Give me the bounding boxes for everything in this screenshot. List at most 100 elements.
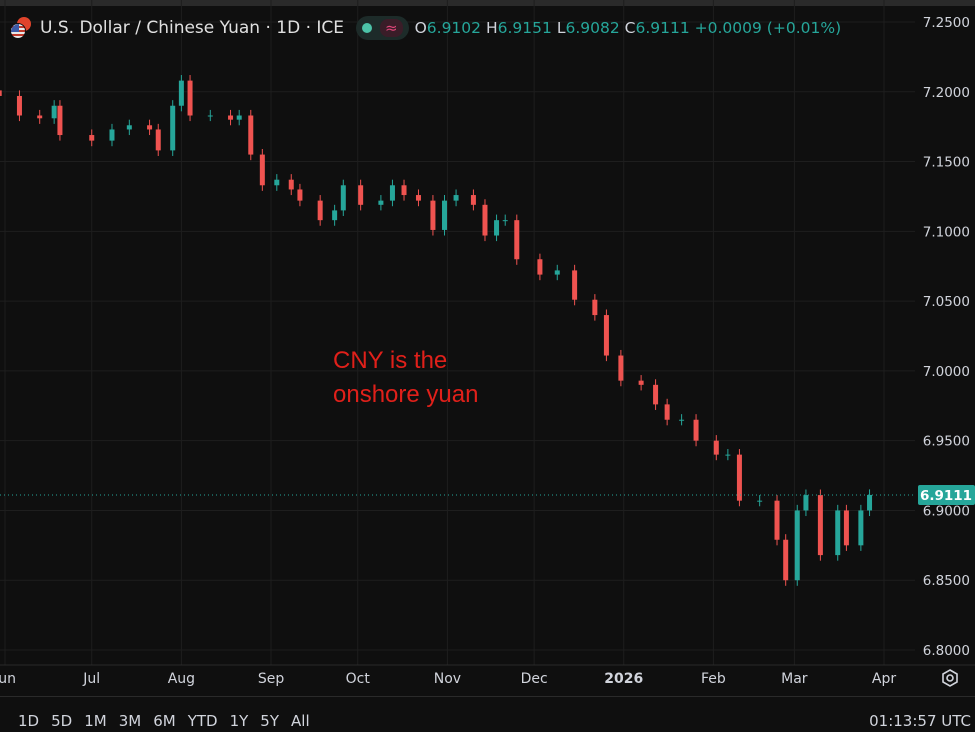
candle-body	[147, 125, 153, 130]
close-label: C	[624, 19, 636, 37]
candle-body	[693, 419, 699, 441]
last-price-label: 6.9111	[920, 488, 972, 504]
candle-body	[415, 195, 421, 201]
range-1m[interactable]: 1M	[84, 712, 107, 730]
candle-body	[843, 510, 849, 546]
candle-body	[378, 200, 384, 205]
candle-body	[736, 454, 742, 501]
candle-body	[358, 185, 364, 205]
close-value: 6.9111	[635, 19, 690, 37]
candle-body	[867, 494, 873, 511]
y-tick-label: 6.9500	[923, 434, 970, 450]
candle-body	[783, 539, 789, 581]
candle-body	[16, 95, 22, 116]
y-tick-label: 7.0000	[923, 364, 970, 380]
open-value: 6.9102	[426, 19, 482, 37]
range-selector: 1D 5D 1M 3M 6M YTD 1Y 5Y All	[18, 712, 310, 730]
candle-body	[442, 200, 447, 230]
settings-gear-icon[interactable]	[940, 668, 960, 688]
candle-body	[757, 500, 763, 502]
change-value: +0.0009 (+0.01%)	[694, 19, 842, 37]
utc-clock[interactable]: 01:13:57 UTC	[869, 712, 971, 730]
y-tick-label: 6.9000	[923, 503, 970, 519]
range-5y[interactable]: 5Y	[260, 712, 280, 730]
candle-body	[401, 185, 407, 196]
candle-body	[603, 315, 609, 356]
range-1d[interactable]: 1D	[18, 712, 40, 730]
annotation-line-1: CNY is the	[333, 347, 448, 374]
y-tick-label: 7.1500	[923, 155, 970, 171]
y-tick-label: 6.8500	[923, 573, 970, 589]
range-5d[interactable]: 5D	[51, 712, 73, 730]
high-value: 6.9151	[497, 19, 552, 37]
candle-body	[725, 454, 731, 456]
candle-body	[297, 189, 303, 201]
divider	[0, 696, 975, 697]
status-pill[interactable]: ≈	[356, 16, 409, 40]
y-tick-label: 6.8000	[923, 643, 970, 659]
open-label: O	[414, 19, 427, 37]
candle-body	[178, 80, 184, 106]
candle-body	[482, 204, 488, 236]
range-6m[interactable]: 6M	[153, 712, 176, 730]
x-tick-label: Mar	[781, 671, 808, 687]
candle-body	[37, 115, 43, 119]
high-label: H	[485, 19, 498, 37]
x-tick-label: Jun	[0, 671, 16, 687]
candle-body	[259, 154, 265, 186]
low-value: 6.9082	[565, 19, 620, 37]
candle-body	[653, 384, 659, 405]
candle-body	[187, 80, 193, 116]
price-chart[interactable]: 7.2500 7.2000 7.1500 7.1000 7.0500 7.0000 6.95…	[0, 0, 975, 700]
candle-body	[228, 115, 234, 120]
symbol-title[interactable]: U.S. Dollar / Chinese Yuan · 1D · ICE	[40, 18, 344, 38]
candle-body	[389, 185, 395, 201]
us-cn-flag-icon	[8, 17, 34, 39]
candle-body	[817, 495, 823, 556]
candle-body	[794, 510, 800, 581]
candle-body	[572, 270, 578, 300]
candle-body	[126, 125, 132, 130]
candle-body	[430, 200, 436, 230]
candle-body	[470, 195, 476, 205]
candle-body	[57, 105, 63, 136]
x-tick-label: Dec	[521, 671, 548, 687]
candle-body	[713, 440, 719, 455]
candle-body	[803, 495, 809, 511]
range-3m[interactable]: 3M	[118, 712, 142, 730]
low-label: L	[556, 19, 566, 37]
candle-body	[664, 404, 670, 420]
y-tick-label: 7.0500	[923, 294, 970, 310]
x-tick-label: Sep	[258, 671, 285, 687]
top-strip	[0, 0, 975, 6]
candle-body	[835, 510, 841, 556]
x-tick-label: Jul	[82, 671, 100, 687]
candle-body	[288, 179, 294, 190]
candle-body	[248, 115, 254, 155]
candle-body	[494, 220, 500, 236]
candle-body	[236, 115, 242, 120]
candle-body	[453, 195, 459, 201]
candle-body	[340, 185, 346, 211]
y-tick-label: 7.2500	[923, 15, 970, 31]
range-all[interactable]: All	[291, 712, 310, 730]
candle-body	[514, 220, 520, 260]
x-tick-label: Nov	[434, 671, 461, 687]
candle-body	[207, 115, 213, 117]
candle-body	[317, 200, 323, 221]
candle-body	[638, 380, 644, 385]
last-price-badge	[918, 484, 975, 505]
candle-body	[0, 90, 2, 96]
x-tick-label: Feb	[701, 671, 726, 687]
candle-body	[858, 510, 864, 546]
candle-body	[537, 259, 543, 275]
candle-body	[51, 105, 57, 119]
x-tick-label: Oct	[346, 671, 371, 687]
range-ytd[interactable]: YTD	[187, 712, 218, 730]
candle-body	[592, 299, 598, 316]
chart-annotation[interactable]: CNY is the onshore yuan	[333, 344, 478, 412]
candle-body	[89, 135, 95, 141]
candle-body	[618, 355, 624, 381]
range-1y[interactable]: 1Y	[229, 712, 249, 730]
x-tick-label: Aug	[168, 671, 195, 687]
